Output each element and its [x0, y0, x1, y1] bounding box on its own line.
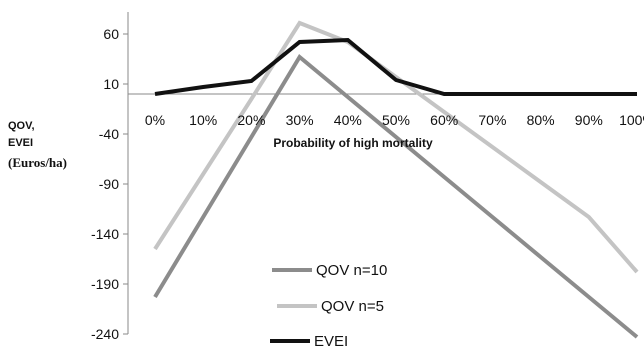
y-tick-label: -40: [99, 126, 119, 142]
y-tick-label: -190: [91, 276, 119, 292]
y-axis-ticks: -240 -190 -140 -90 -40 10 60: [91, 26, 128, 342]
y-tick-label: -140: [91, 226, 119, 242]
legend-label: EVEI: [314, 333, 348, 350]
x-tick-label: 10%: [189, 112, 217, 128]
x-tick-label: 30%: [286, 112, 314, 128]
x-tick-label: 0%: [145, 112, 165, 128]
legend-label: QOV n=10: [316, 262, 387, 279]
series-line-1: [153, 53, 639, 339]
y-tick-label: -240: [91, 326, 119, 342]
x-tick-label: 80%: [527, 112, 555, 128]
y-tick-label: 10: [103, 76, 119, 92]
y-axis-label-line3: (Euros/ha): [8, 155, 67, 170]
x-tick-label: 60%: [430, 112, 458, 128]
x-tick-label: 100%: [619, 112, 644, 128]
y-axis-label-line1: QOV,: [8, 120, 35, 132]
series-lines: [153, 20, 639, 339]
y-axis-label-line2: EVEI: [8, 137, 33, 149]
legend: QOV n=10 QOV n=5 EVEI: [270, 262, 387, 350]
x-axis-label: Probability of high mortality: [273, 136, 433, 150]
x-tick-label: 20%: [237, 112, 265, 128]
x-axis-ticks: 0% 10% 20% 30% 40% 50% 60% 70% 80% 90% 100%: [145, 112, 644, 128]
series-line-3: [154, 37, 637, 96]
x-tick-label: 50%: [382, 112, 410, 128]
legend-label: QOV n=5: [321, 298, 384, 315]
series-line-2: [153, 20, 639, 274]
x-tick-label: 70%: [478, 112, 506, 128]
y-tick-label: 60: [103, 26, 119, 42]
x-tick-label: 40%: [334, 112, 362, 128]
x-tick-label: 90%: [575, 112, 603, 128]
y-tick-label: -90: [99, 176, 119, 192]
